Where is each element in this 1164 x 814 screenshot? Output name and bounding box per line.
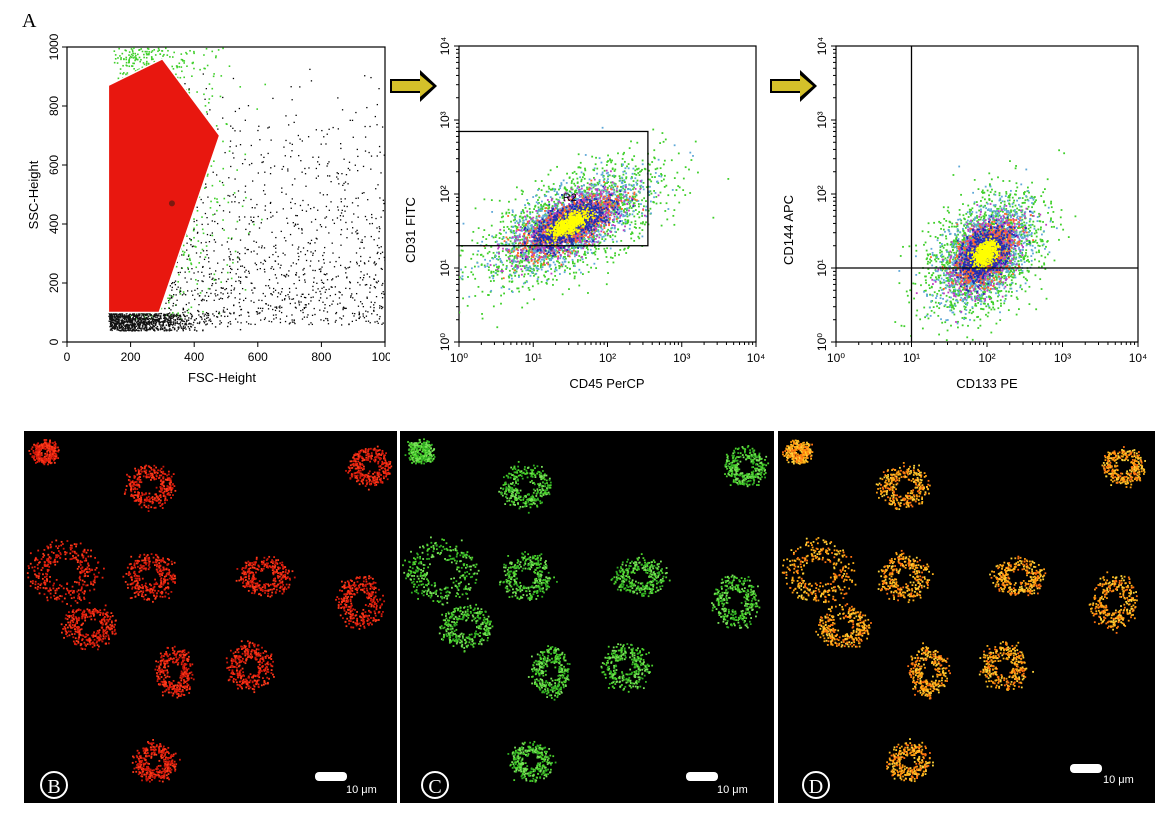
fsc-ssc-plot: 00 200 200 400 400 600 600 800 800 1000 1000 FSC-H… (26, 33, 390, 385)
y-tick-label: 1000 (47, 33, 61, 60)
x-tick-label: 10⁰ (827, 351, 845, 365)
y-tick-label: 10⁴ (815, 37, 829, 56)
y-axis-label: CD144 APC (781, 195, 796, 265)
y-tick-label: 10⁰ (438, 333, 452, 351)
x-axis-label: CD133 PE (956, 376, 1018, 391)
panel-label-d: D (802, 771, 830, 799)
y-tick-label: 200 (47, 273, 61, 293)
arrow-right-icon (770, 70, 817, 102)
x-tick-label: 10² (978, 351, 995, 365)
scale-bar (315, 772, 347, 781)
x-tick-label: 10³ (1054, 351, 1071, 365)
x-tick-label: 400 (184, 350, 204, 364)
scale-bar-label: 10 μm (717, 784, 748, 796)
arrow-right-icon (390, 70, 437, 102)
y-tick-label: 10⁰ (815, 333, 829, 351)
y-axis-label: SSC-Height (26, 160, 41, 229)
scale-bar (1070, 764, 1102, 773)
x-tick-label: 10¹ (903, 351, 920, 365)
scale-bar (686, 772, 718, 781)
x-tick-label: 10⁴ (747, 351, 766, 365)
scale-bar-label: 10 μm (346, 784, 377, 796)
x-axis-label: CD45 PerCP (569, 376, 644, 391)
x-tick-label: 800 (311, 350, 331, 364)
y-axis-label: CD31 FITC (403, 197, 418, 263)
panel-label-a: A (22, 10, 36, 33)
y-tick-label: 10³ (815, 111, 829, 128)
y-tick-label: 10³ (438, 111, 452, 128)
x-tick-label: 0 (64, 350, 71, 364)
x-tick-label: 10³ (673, 351, 690, 365)
y-tick-label: 0 (47, 338, 61, 345)
gate-region (107, 57, 221, 314)
x-tick-label: 600 (248, 350, 268, 364)
y-tick-label: 10¹ (438, 259, 452, 276)
x-tick-label: 10⁴ (1129, 351, 1148, 365)
y-tick-label: 10² (815, 185, 829, 202)
micrograph-merge-panel: D 10 μm (778, 431, 1155, 803)
gate-rectangle (458, 130, 649, 247)
x-tick-label: 10⁰ (450, 351, 468, 365)
gate-annotation: R2 (563, 192, 577, 204)
x-tick-label: 200 (121, 350, 141, 364)
x-tick-label: 10² (599, 351, 616, 365)
micrograph-green-panel: C 10 μm (400, 431, 774, 803)
scale-bar-label: 10 μm (1103, 774, 1134, 786)
y-tick-label: 10¹ (815, 259, 829, 276)
x-axis-label: FSC-Height (188, 370, 256, 385)
x-tick-label: 1000 (372, 350, 390, 364)
y-tick-label: 10² (438, 185, 452, 202)
micrograph-red-panel: B 10 μm (24, 431, 397, 803)
y-tick-label: 10⁴ (438, 37, 452, 56)
y-tick-label: 800 (47, 96, 61, 116)
y-tick-label: 600 (47, 155, 61, 175)
y-tick-label: 400 (47, 214, 61, 234)
panel-label-b: B (40, 771, 68, 799)
x-tick-label: 10¹ (525, 351, 542, 365)
panel-label-c: C (421, 771, 449, 799)
